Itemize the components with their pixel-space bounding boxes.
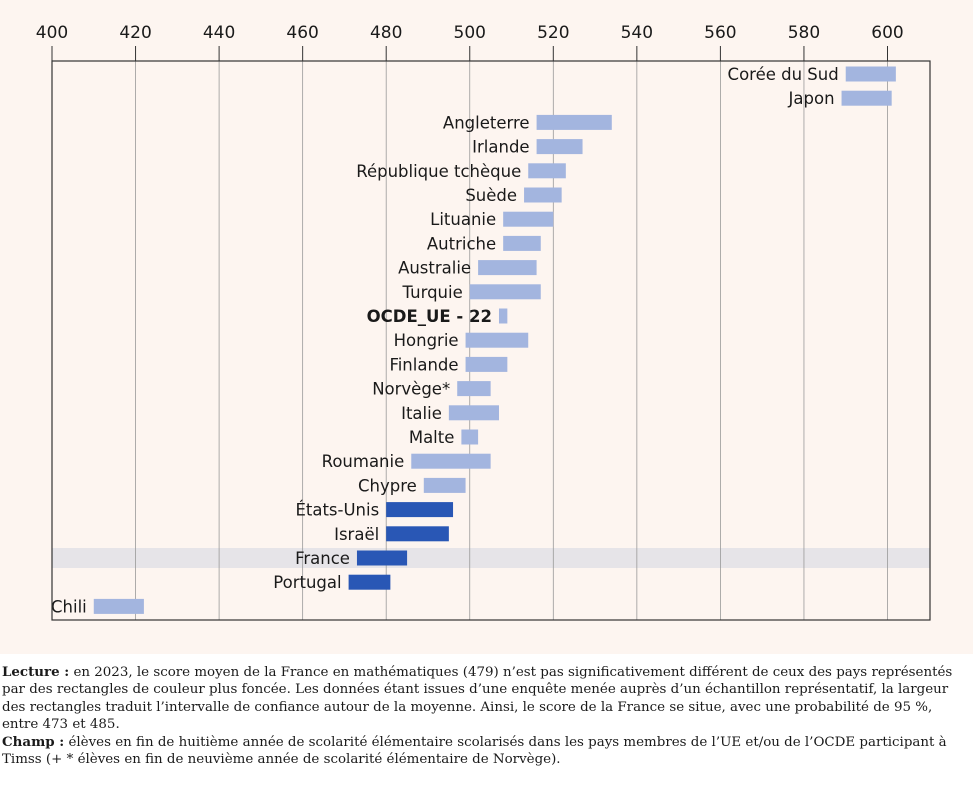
confidence-bar (845, 66, 896, 82)
x-tick-label: 400 (36, 23, 68, 43)
champ-label: Champ : (2, 733, 65, 750)
confidence-bar (386, 526, 449, 542)
confidence-bar (503, 235, 541, 251)
country-label: États-Unis (295, 501, 379, 520)
confidence-bar (498, 308, 508, 324)
country-label: Finlande (389, 355, 458, 374)
confidence-bar (423, 477, 466, 493)
country-label: Irlande (472, 138, 529, 157)
lecture-text: en 2023, le score moyen de la France en … (2, 665, 953, 733)
country-label: Australie (398, 259, 471, 278)
confidence-bar (469, 284, 541, 300)
confidence-bar (386, 502, 454, 518)
country-label: Italie (401, 404, 442, 423)
chart-area: 400 420 440 460 480 500 520 540 560 580 600 Corée … (0, 0, 973, 654)
country-label: Autriche (427, 234, 496, 253)
country-label: Norvège* (372, 380, 450, 399)
confidence-bar (465, 332, 529, 348)
country-label: Hongrie (394, 331, 459, 350)
country-label: Portugal (273, 573, 341, 592)
confidence-bar (411, 453, 491, 469)
confidence-bar (478, 260, 537, 276)
country-label: Angleterre (443, 113, 530, 132)
caption-lecture: Lecture : en 2023, le score moyen de la … (2, 664, 962, 734)
country-label: Israël (334, 525, 379, 544)
country-label: Turquie (402, 283, 463, 302)
x-tick-label: 560 (704, 23, 736, 43)
champ-text: élèves en fin de huitième année de scola… (2, 734, 947, 768)
country-label: France (295, 549, 350, 568)
country-label: Roumanie (322, 452, 405, 471)
x-tick-label: 460 (286, 23, 318, 43)
confidence-bar (524, 187, 562, 203)
highlight-band (52, 548, 930, 568)
x-tick-label: 440 (203, 23, 235, 43)
country-label: Chili (51, 597, 87, 616)
caption-champ: Champ : élèves en fin de huitième année … (2, 734, 962, 769)
x-tick-label: 540 (621, 23, 653, 43)
country-label: Lituanie (430, 210, 496, 229)
confidence-bar (536, 139, 583, 155)
country-label: Corée du Sud (728, 65, 839, 84)
x-tick-label: 500 (454, 23, 486, 43)
lecture-label: Lecture : (2, 664, 70, 680)
caption: Lecture : en 2023, le score moyen de la … (2, 664, 962, 768)
confidence-bar (461, 429, 479, 445)
country-label: Malte (409, 428, 455, 447)
country-label: Suède (465, 186, 517, 205)
confidence-bar (356, 550, 408, 566)
confidence-bar (457, 381, 491, 397)
confidence-bar (536, 114, 612, 130)
x-tick-label: 520 (537, 23, 569, 43)
confidence-bar (348, 574, 391, 590)
confidence-bar (528, 163, 566, 179)
confidence-bar (841, 90, 892, 106)
country-label: Chypre (358, 476, 417, 495)
country-label: OCDE_UE - 22 (367, 307, 492, 326)
confidence-bar (93, 598, 144, 614)
x-tick-label: 480 (370, 23, 402, 43)
x-tick-label: 580 (788, 23, 820, 43)
confidence-bar (503, 211, 554, 227)
country-label: Japon (788, 89, 835, 108)
plot-frame (51, 60, 931, 621)
country-label: République tchèque (356, 162, 521, 181)
confidence-bar (465, 356, 508, 372)
confidence-bar (448, 405, 499, 421)
x-tick-label: 600 (871, 23, 903, 43)
chart: 400 420 440 460 480 500 520 540 560 580 600 Corée … (36, 23, 931, 621)
x-tick-label: 420 (119, 23, 151, 43)
